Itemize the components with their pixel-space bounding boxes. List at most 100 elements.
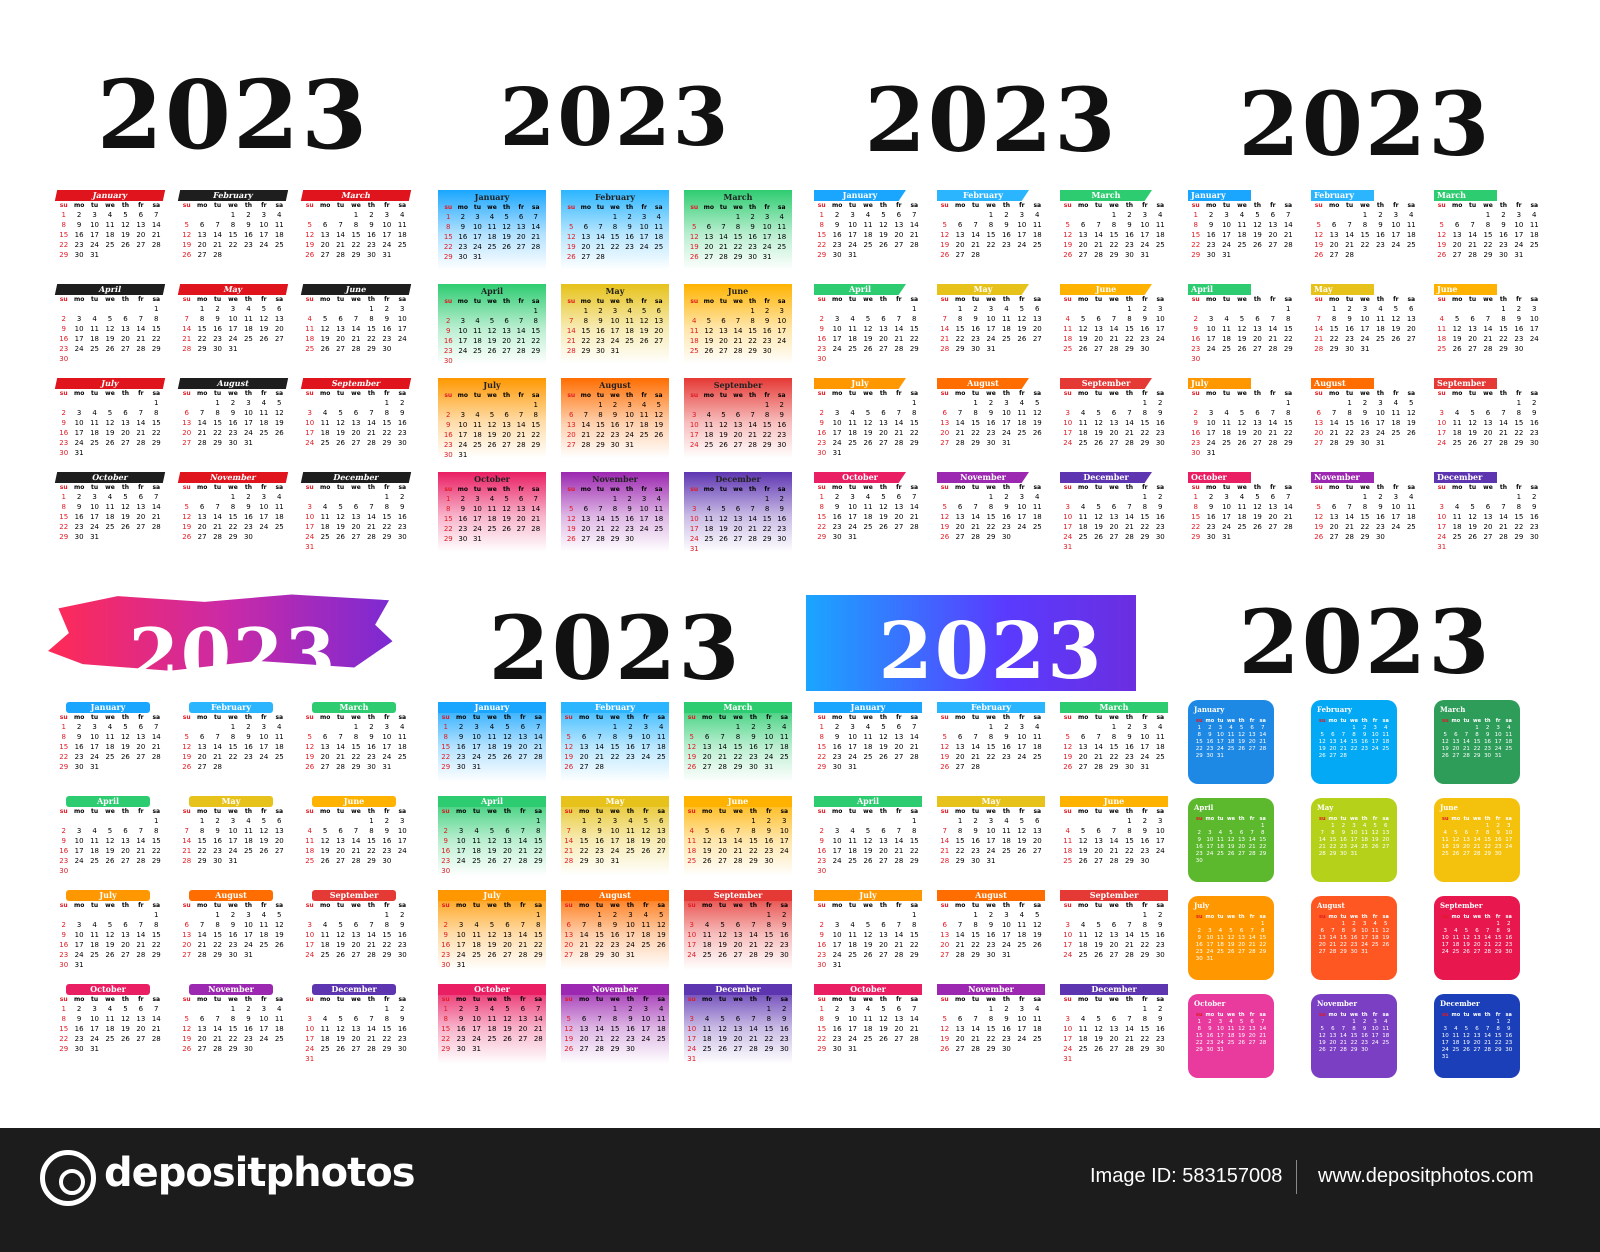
day-cell: 14 bbox=[1124, 419, 1134, 427]
day-cell: 27 bbox=[1329, 753, 1337, 759]
day-cell: 25 bbox=[1375, 335, 1385, 343]
day-cell: 9 bbox=[1158, 1015, 1163, 1023]
day-cell: 5 bbox=[1080, 827, 1086, 835]
day-cell: 24 bbox=[1063, 951, 1073, 959]
day-cell: 29 bbox=[197, 345, 207, 353]
day-cell: 3 bbox=[1142, 723, 1148, 731]
day-cell: 2 bbox=[988, 911, 994, 919]
day-cell: 13 bbox=[1268, 503, 1278, 511]
day-cell: 22 bbox=[817, 753, 827, 761]
day-cell: 11 bbox=[863, 733, 873, 741]
blank-cell bbox=[514, 306, 529, 316]
day-cell: 3 bbox=[1373, 1019, 1377, 1025]
day-cell: 16 bbox=[397, 1025, 407, 1033]
day-cell: 10 bbox=[382, 221, 392, 229]
day-cell: 12 bbox=[336, 419, 346, 427]
weekday-label: tu bbox=[1094, 390, 1103, 397]
day-cell: 24 bbox=[1441, 1047, 1449, 1053]
blank-cell bbox=[731, 494, 746, 504]
day-cell: 6 bbox=[199, 733, 205, 741]
weekday-header: su mo tu we th fr sa bbox=[814, 201, 922, 210]
weekday-label: mo bbox=[701, 808, 713, 815]
month-name: October bbox=[438, 984, 546, 995]
day-cell: 8 bbox=[1260, 830, 1265, 836]
days-grid: 1 2 3 4 5 6 7 8 9 10 11 12 13 14 15 16 17 18 19 20 21 22 23 24 2… bbox=[564, 494, 666, 544]
month-block: July su mo tu we th fr sa 1 2 3 4 5 6 7 8 9 10 11 12 13 14 15 1… bbox=[1188, 896, 1274, 980]
day-cell: 28 bbox=[894, 951, 904, 959]
day-cell: 25 bbox=[243, 335, 253, 343]
weekday-label: tu bbox=[1468, 390, 1477, 397]
weekday-label: tu bbox=[1222, 390, 1231, 397]
weekday-label: fr bbox=[641, 204, 647, 211]
day-cell: 5 bbox=[1229, 830, 1233, 836]
day-cell: 16 bbox=[1195, 844, 1203, 850]
day-cell: 29 bbox=[1483, 251, 1493, 259]
day-cell: 10 bbox=[1216, 732, 1224, 738]
weekday-label: mo bbox=[580, 298, 592, 305]
day-cell: 27 bbox=[1094, 857, 1104, 865]
day-cell: 4 bbox=[246, 305, 251, 313]
day-cell: 9 bbox=[443, 837, 448, 845]
site-url-link[interactable]: www.depositphotos.com bbox=[1318, 1165, 1534, 1187]
day-cell: 26 bbox=[336, 951, 346, 959]
day-cell: 30 bbox=[779, 951, 789, 959]
day-cell: 6 bbox=[504, 317, 509, 325]
day-cell: 19 bbox=[1314, 241, 1324, 249]
day-cell: 30 bbox=[1206, 251, 1216, 259]
weekday-label: su bbox=[567, 392, 576, 399]
days-grid: 1 2 3 4 5 6 7 8 9 10 11 12 13 14 15 16 17 18 19 20 21 22 23 24 2… bbox=[1060, 304, 1168, 354]
day-cell: 4 bbox=[400, 723, 405, 731]
weekday-label: tu bbox=[472, 714, 481, 721]
day-cell: 24 bbox=[1001, 941, 1011, 949]
day-cell: 15 bbox=[1494, 935, 1502, 941]
day-cell: 6 bbox=[957, 221, 963, 229]
day-cell: 26 bbox=[1462, 1047, 1470, 1053]
day-cell: 6 bbox=[706, 223, 712, 231]
day-cell: 20 bbox=[1329, 523, 1339, 531]
blank-cell bbox=[1122, 1004, 1137, 1014]
day-cell: 9 bbox=[1158, 921, 1163, 929]
day-cell: 23 bbox=[243, 753, 253, 761]
day-cell: 24 bbox=[228, 335, 238, 343]
month-block: May su mo tu we th fr sa 1 2 3 4 5 6 7 8 9 10 11 12 13 14 15 16… bbox=[1311, 798, 1397, 882]
day-cell: 18 bbox=[639, 421, 649, 429]
day-cell: 4 bbox=[107, 723, 113, 731]
day-cell: 22 bbox=[1140, 1035, 1150, 1043]
day-cell: 24 bbox=[1155, 335, 1165, 343]
day-cell: 26 bbox=[689, 253, 699, 261]
weekday-label: we bbox=[351, 484, 361, 491]
day-cell: 27 bbox=[955, 251, 965, 259]
day-cell: 26 bbox=[863, 857, 873, 865]
blank-cell bbox=[579, 494, 594, 504]
month-block: October su mo tu we th fr sa 1 2 3 4 5 6 7 8 9 10 11 12 13 14… bbox=[438, 984, 546, 1064]
weekday-label: tu bbox=[596, 486, 604, 493]
day-cell: 2 bbox=[1158, 399, 1163, 407]
blank-cell bbox=[814, 910, 829, 920]
day-cell: 9 bbox=[819, 931, 824, 939]
day-cell: 3 bbox=[1393, 493, 1399, 501]
day-cell: 11 bbox=[1032, 733, 1042, 741]
day-cell: 13 bbox=[518, 733, 528, 741]
weekday-label: sa bbox=[534, 808, 543, 815]
day-cell: 31 bbox=[74, 449, 84, 457]
weekday-label: su bbox=[564, 808, 573, 815]
day-cell: 22 bbox=[610, 753, 620, 761]
day-cell: 6 bbox=[1250, 1019, 1254, 1025]
weekday-label: th bbox=[626, 808, 634, 815]
brand-logo-text[interactable]: depositphotos bbox=[104, 1150, 416, 1196]
day-cell: 17 bbox=[1206, 844, 1214, 850]
day-cell: 3 bbox=[1019, 493, 1025, 501]
day-cell: 10 bbox=[305, 419, 315, 427]
day-cell: 19 bbox=[940, 1035, 950, 1043]
day-cell: 10 bbox=[456, 931, 466, 939]
day-cell: 24 bbox=[1063, 439, 1073, 447]
day-cell: 13 bbox=[502, 327, 512, 335]
day-cell: 4 bbox=[1409, 493, 1414, 501]
day-cell: 24 bbox=[1206, 949, 1214, 955]
day-cell: 5 bbox=[569, 505, 574, 513]
day-cell: 10 bbox=[472, 223, 482, 231]
day-cell: 8 bbox=[1501, 315, 1506, 323]
day-cell: 4 bbox=[865, 211, 871, 219]
day-cell: 29 bbox=[382, 951, 392, 959]
blank-cell bbox=[71, 816, 86, 826]
